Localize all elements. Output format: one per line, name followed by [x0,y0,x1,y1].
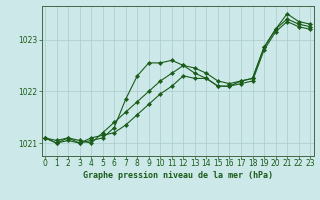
X-axis label: Graphe pression niveau de la mer (hPa): Graphe pression niveau de la mer (hPa) [83,171,273,180]
